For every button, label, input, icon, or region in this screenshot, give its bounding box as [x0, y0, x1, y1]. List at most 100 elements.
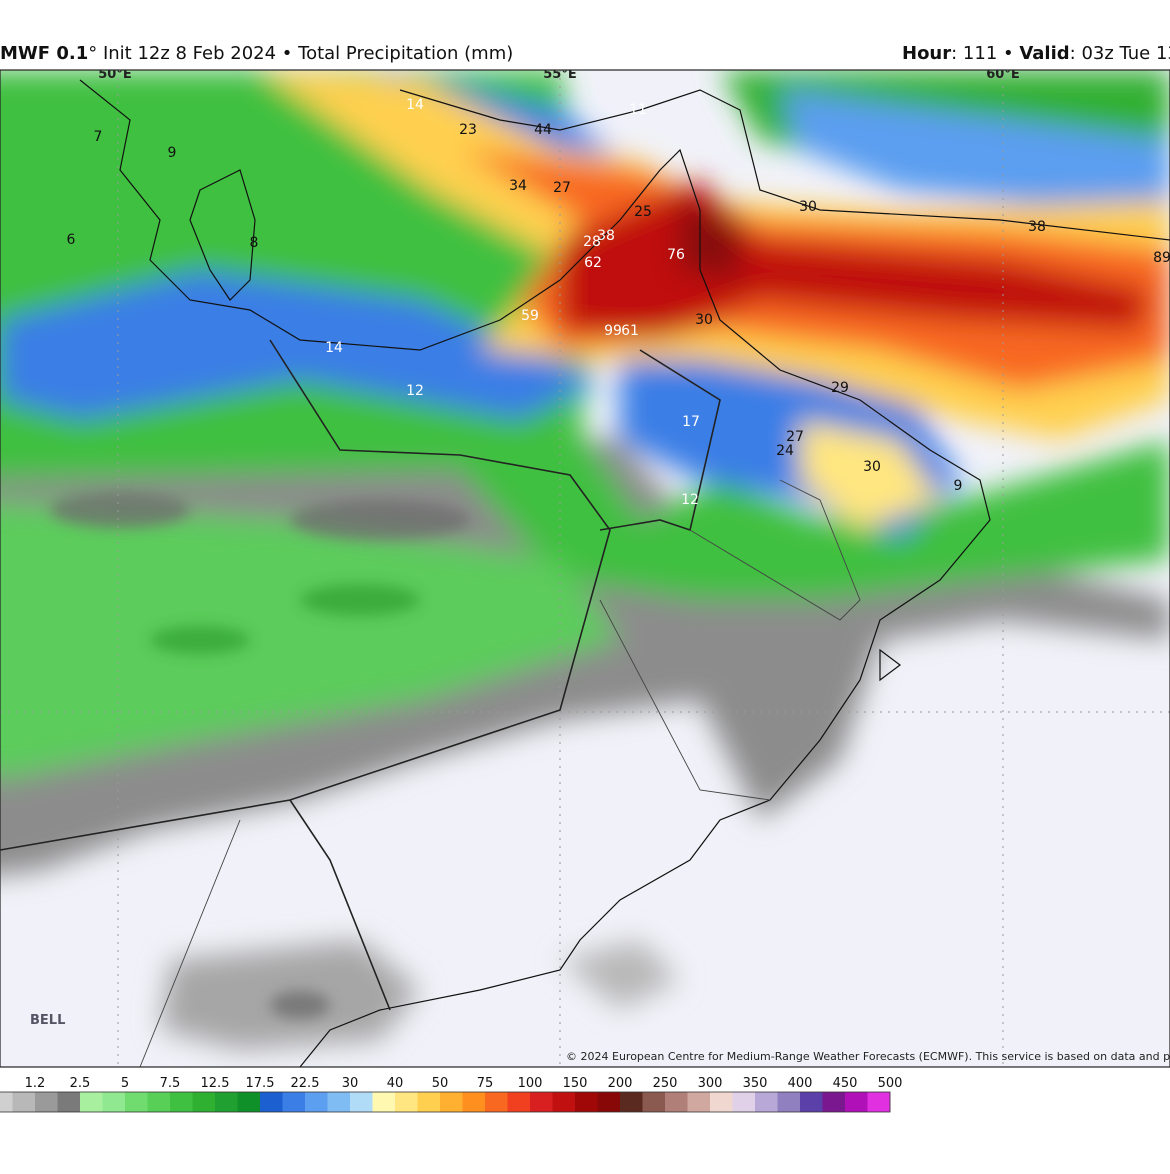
- colorbar-label: 2.5: [70, 1076, 91, 1091]
- map-value-label: 7: [94, 129, 103, 145]
- colorbar-segment: [192, 1092, 216, 1112]
- colorbar-label: 7.5: [160, 1076, 181, 1091]
- colorbar-segment: [822, 1092, 846, 1112]
- map-value-label: 30: [863, 459, 881, 475]
- colorbar-segment: [777, 1092, 801, 1112]
- map-value-label: 76: [667, 247, 685, 263]
- colorbar-segment: [305, 1092, 328, 1112]
- map-value-label: 12: [681, 492, 699, 508]
- colorbar-segment: [800, 1092, 823, 1112]
- colorbar-segment: [35, 1092, 58, 1112]
- colorbar-segment: [57, 1092, 81, 1112]
- colorbar-segment: [597, 1092, 621, 1112]
- colorbar-segment: [507, 1092, 531, 1112]
- colorbar-segment: [237, 1092, 261, 1112]
- map-value-label: 30: [799, 199, 817, 215]
- longitude-label: 60°E: [986, 67, 1019, 82]
- colorbar-label: 50: [432, 1076, 449, 1091]
- map-value-label: 61: [621, 323, 639, 339]
- colorbar-label: 17.5: [246, 1076, 275, 1091]
- map-value-label: 38: [1028, 219, 1046, 235]
- colorbar-segment: [440, 1092, 463, 1112]
- colorbar-label: 200: [608, 1076, 633, 1091]
- map-value-label: 99: [604, 323, 622, 339]
- colorbar-label: 22.5: [291, 1076, 320, 1091]
- colorbar-segment: [552, 1092, 576, 1112]
- colorbar-label: 150: [563, 1076, 588, 1091]
- colorbar-segment: [665, 1092, 688, 1112]
- map-value-label: 27: [786, 429, 804, 445]
- map-value-label: 29: [831, 380, 849, 396]
- colorbar-label: 350: [743, 1076, 768, 1091]
- colorbar-segment: [845, 1092, 868, 1112]
- map-frame: [0, 69, 1170, 1068]
- map-value-label: 12: [406, 383, 424, 399]
- colorbar-segment: [575, 1092, 598, 1112]
- colorbar-label: 75: [477, 1076, 494, 1091]
- map-value-label: 62: [584, 255, 602, 271]
- colorbar-segment: [102, 1092, 126, 1112]
- colorbar-label: 30: [342, 1076, 359, 1091]
- map-value-label: 17: [682, 414, 700, 430]
- colorbar-segment: [710, 1092, 733, 1112]
- logo: BELL: [30, 1013, 65, 1028]
- map-value-label: 25: [634, 204, 652, 220]
- map-value-label: 14: [406, 97, 424, 113]
- colorbar-segment: [260, 1092, 283, 1112]
- colorbar-label: 250: [653, 1076, 678, 1091]
- colorbar-label: 1.2: [25, 1076, 46, 1091]
- colorbar-segment: [485, 1092, 508, 1112]
- header-right: Hour: 111 • Valid: 03z Tue 13: [902, 43, 1170, 64]
- map-value-label: 9: [168, 145, 177, 161]
- map-value-label: 28: [583, 234, 601, 250]
- colorbar-label: 12.5: [201, 1076, 230, 1091]
- colorbar-label: 100: [518, 1076, 543, 1091]
- colorbar-segment: [530, 1092, 553, 1112]
- longitude-label: 55°E: [543, 67, 576, 82]
- colorbar-label: 400: [788, 1076, 813, 1091]
- colorbar-segment: [462, 1092, 486, 1112]
- map-value-label: 6: [67, 232, 76, 248]
- colorbar-segment: [350, 1092, 373, 1112]
- map-value-label: 30: [695, 312, 713, 328]
- colorbar-segment: [395, 1092, 418, 1112]
- colorbar-label: 5: [121, 1076, 129, 1091]
- colorbar-segment: [147, 1092, 171, 1112]
- map-value-label: 14: [325, 340, 343, 356]
- copyright: © 2024 European Centre for Medium-Range …: [566, 1050, 1170, 1063]
- colorbar-segment: [642, 1092, 666, 1112]
- colorbar-segment: [417, 1092, 441, 1112]
- colorbar-label: 450: [833, 1076, 858, 1091]
- longitude-label: 50°E: [98, 67, 131, 82]
- colorbar-segment: [215, 1092, 238, 1112]
- colorbar-segment: [80, 1092, 103, 1112]
- map-value-label: 24: [776, 443, 794, 459]
- colorbar-segment: [327, 1092, 351, 1112]
- colorbar-segment: [755, 1092, 778, 1112]
- map-value-label: 44: [534, 122, 552, 138]
- colorbar-segment: [170, 1092, 193, 1112]
- map-value-label: 11: [629, 102, 647, 118]
- map-value-label: 8: [250, 235, 259, 251]
- colorbar-label: 40: [387, 1076, 404, 1091]
- colorbar-segment: [372, 1092, 396, 1112]
- map-value-label: 27: [553, 180, 571, 196]
- colorbar-segment: [620, 1092, 643, 1112]
- map-value-label: 23: [459, 122, 477, 138]
- colorbar-segment: [867, 1092, 891, 1112]
- colorbar-segment: [732, 1092, 756, 1112]
- map-value-label: 34: [509, 178, 527, 194]
- colorbar-label: 300: [698, 1076, 723, 1091]
- colorbar-segment: [0, 1092, 13, 1112]
- map-value-label: 9: [954, 478, 963, 494]
- map-value-label: 38: [597, 228, 615, 244]
- colorbar-label: 500: [878, 1076, 903, 1091]
- map-value-label: 59: [521, 308, 539, 324]
- map-value-label: 89: [1153, 250, 1170, 266]
- colorbar-frame: [0, 1091, 891, 1113]
- colorbar-segment: [282, 1092, 306, 1112]
- colorbar-segment: [12, 1092, 36, 1112]
